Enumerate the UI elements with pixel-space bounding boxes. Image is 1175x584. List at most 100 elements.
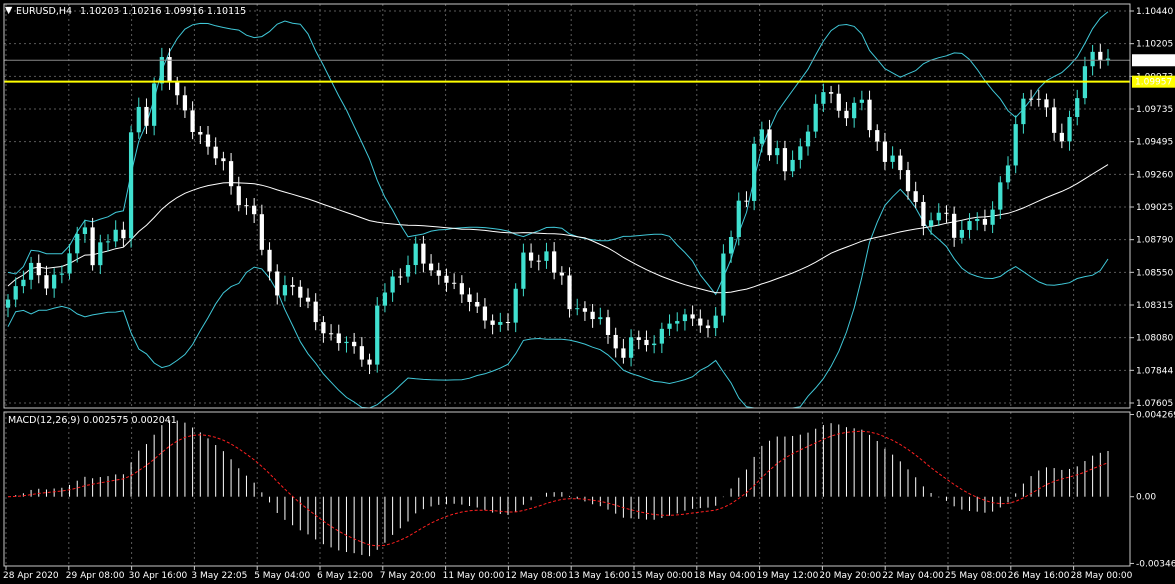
candle-body (267, 249, 272, 272)
time-tick-label: 13 May 16:00 (568, 571, 630, 581)
candle-body (644, 339, 649, 346)
candle-body (36, 262, 41, 276)
candle-body (1013, 124, 1018, 166)
candle-body (1105, 58, 1111, 60)
candle-body (790, 159, 795, 172)
candle-body (590, 311, 595, 320)
ohlc-values: 1.10203 1.10216 1.09916 1.10115 (80, 6, 246, 17)
candle-body (490, 320, 495, 325)
candle-body (690, 314, 695, 319)
candle-body (728, 237, 734, 254)
candle-body (675, 321, 680, 324)
candle-body (582, 308, 588, 312)
candle-body (890, 155, 895, 162)
candle-body (375, 305, 380, 365)
price-tick-label: 1.08080 (1136, 334, 1173, 344)
candle-body (598, 317, 603, 320)
time-tick-label: 7 May 20:00 (380, 571, 436, 581)
macd-tick-label: -0.003467 (1136, 559, 1175, 569)
price-tick-label: 1.08315 (1136, 301, 1173, 311)
candle-body (1090, 51, 1095, 67)
candlestick-series[interactable] (5, 44, 1111, 375)
candle-body (567, 275, 572, 310)
candle-body (328, 333, 334, 335)
candle-body (128, 132, 134, 239)
candle-body (867, 99, 872, 131)
candle-body (136, 106, 141, 133)
candle-body (475, 301, 480, 307)
price-tick-label: 1.08550 (1136, 268, 1173, 278)
candle-body (282, 285, 288, 296)
candle-body (1028, 98, 1034, 100)
candle-body (75, 233, 80, 254)
candle-body (744, 200, 749, 202)
candle-body (498, 322, 503, 325)
candle-body (713, 315, 718, 329)
candle-body (844, 110, 849, 119)
time-tick-label: 28 May 00:00 (1071, 571, 1133, 581)
candle-body (521, 252, 526, 289)
candle-body (152, 83, 157, 126)
candle-body (167, 57, 172, 83)
candle-body (836, 93, 841, 111)
candle-body (205, 134, 211, 147)
header-dropdown-icon[interactable]: ▼ (5, 5, 13, 16)
price-tick-label: 1.10205 (1136, 40, 1173, 50)
candle-body (959, 229, 964, 238)
candle-body (652, 343, 657, 346)
time-tick-label: 11 May 00:00 (443, 571, 505, 581)
candle-body (5, 299, 11, 308)
time-tick-label: 22 May 04:00 (882, 571, 944, 581)
candle-body (467, 294, 472, 302)
time-tick-label: 26 May 16:00 (1008, 571, 1070, 581)
candle-body (59, 273, 64, 275)
time-tick-label: 25 May 08:00 (945, 571, 1007, 581)
bollinger-upper (7, 11, 1109, 296)
candle-body (482, 306, 488, 321)
price-tick-label: 1.09735 (1136, 105, 1173, 115)
candle-body (1044, 99, 1049, 108)
candle-body (428, 263, 434, 271)
candle-body (182, 95, 188, 111)
candle-body (628, 337, 634, 358)
candle-body (382, 292, 388, 306)
candle-body (290, 285, 295, 287)
candle-body (1052, 107, 1057, 133)
candle-body (928, 220, 934, 227)
candle-body (952, 213, 957, 238)
candle-body (659, 328, 664, 344)
candle-body (813, 103, 818, 132)
macd-indicator[interactable] (7, 420, 1109, 557)
candle-body (821, 92, 826, 104)
macd-label: MACD(12,26,9) 0.002575 0.002041 (8, 415, 177, 426)
moving-average-line (7, 164, 1109, 294)
candle-body (982, 218, 988, 225)
candle-body (436, 270, 441, 276)
time-tick-label: 20 May 20:00 (819, 571, 881, 581)
candle-body (405, 265, 411, 277)
candle-body (998, 182, 1003, 210)
candle-body (67, 253, 72, 274)
candle-body (121, 229, 126, 239)
candle-body (144, 106, 149, 126)
candle-body (752, 143, 757, 201)
candle-body (321, 322, 326, 334)
candle-body (621, 348, 626, 358)
candle-body (905, 170, 911, 192)
candle-body (544, 251, 549, 261)
price-tick-label: 1.10440 (1136, 7, 1173, 17)
candle-body (528, 252, 534, 261)
candle-body (975, 218, 980, 222)
candle-body (82, 227, 88, 234)
candle-body (605, 317, 611, 335)
time-tick-label: 12 May 08:00 (505, 571, 567, 581)
current-price-label: 1.10115 (1135, 56, 1172, 66)
time-tick-label: 6 May 12:00 (317, 571, 373, 581)
candle-body (875, 130, 880, 142)
candle-body (705, 325, 711, 329)
candle-body (575, 308, 580, 310)
candle-body (852, 102, 857, 119)
candle-body (805, 131, 811, 147)
